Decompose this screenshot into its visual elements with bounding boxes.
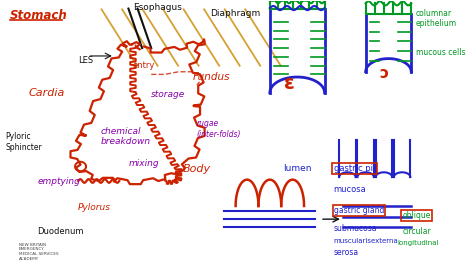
- Text: chemical
breakdown: chemical breakdown: [101, 127, 151, 146]
- Text: LES: LES: [78, 56, 93, 65]
- Text: mucous cells: mucous cells: [416, 48, 465, 57]
- Text: ɔ: ɔ: [379, 66, 388, 81]
- Text: lumen: lumen: [283, 164, 312, 173]
- Text: Body: Body: [183, 164, 211, 174]
- Text: serosa: serosa: [334, 248, 359, 257]
- Text: Pylorus: Pylorus: [78, 203, 111, 212]
- Text: mucosa: mucosa: [334, 185, 366, 194]
- Text: Stomach: Stomach: [10, 9, 68, 22]
- Text: mixing: mixing: [128, 159, 159, 168]
- Text: NEW BRITAIN
EMERGENCY
MEDICAL SERVICES
ACADEMY: NEW BRITAIN EMERGENCY MEDICAL SERVICES A…: [19, 243, 59, 261]
- Text: circular: circular: [402, 227, 431, 236]
- Text: Diaphragm: Diaphragm: [210, 9, 261, 18]
- Text: oblique: oblique: [402, 211, 430, 220]
- Text: storage: storage: [151, 90, 185, 99]
- Text: gastric gland: gastric gland: [334, 206, 384, 215]
- Text: submucosa: submucosa: [334, 225, 377, 233]
- Text: entry: entry: [133, 61, 155, 70]
- Text: Cardia: Cardia: [28, 88, 64, 98]
- Text: Pyloric
Sphincter: Pyloric Sphincter: [5, 132, 42, 152]
- Text: gastric pit: gastric pit: [334, 164, 376, 173]
- Text: Fundus: Fundus: [192, 72, 230, 82]
- Text: Esophagus: Esophagus: [133, 3, 182, 12]
- Text: rugae
(inter-folds): rugae (inter-folds): [197, 119, 241, 139]
- Text: emptying: emptying: [37, 177, 80, 186]
- Text: muscularisexterna: muscularisexterna: [334, 238, 399, 244]
- Text: ε: ε: [283, 74, 294, 93]
- Text: Duodenum: Duodenum: [37, 227, 84, 236]
- Text: columnar
epithelium: columnar epithelium: [416, 9, 457, 28]
- Text: longitudinal: longitudinal: [398, 240, 439, 246]
